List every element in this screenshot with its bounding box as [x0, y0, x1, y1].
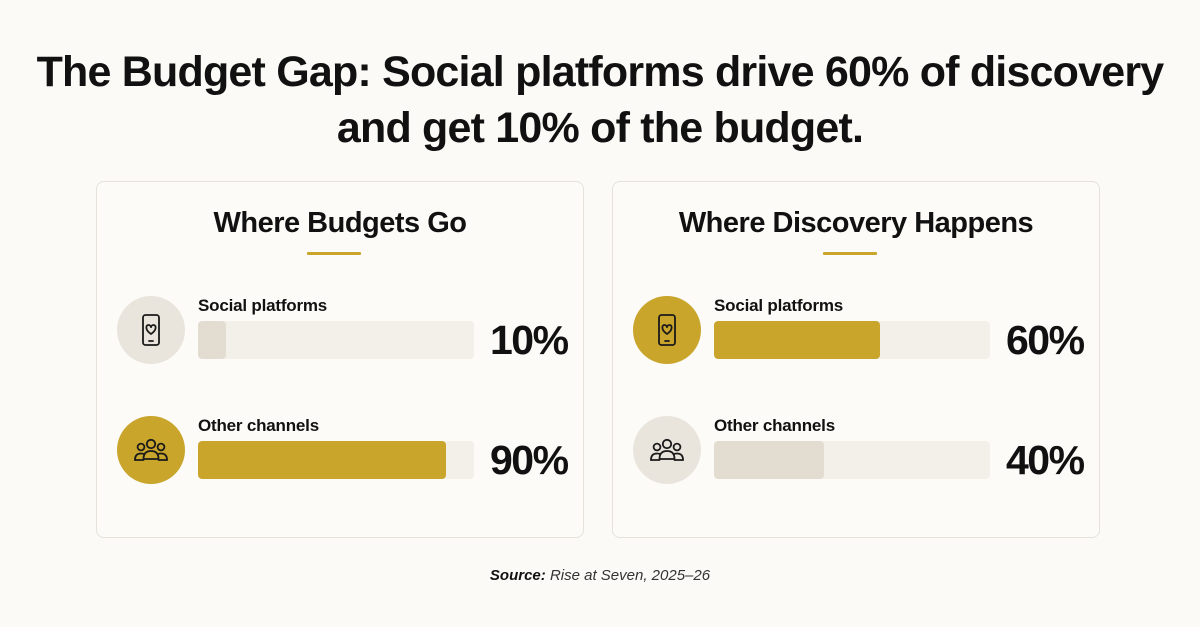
budgets-row-other: Other channels 90% — [97, 416, 583, 496]
discovery-row-social: Social platforms 60% — [613, 296, 1099, 376]
headline-line-1: The Budget Gap: Social platforms drive 6… — [36, 48, 1165, 96]
discovery-bar-social — [714, 321, 880, 359]
budgets-panel-title: Where Budgets Go — [213, 207, 467, 239]
budgets-value-other: 90% — [490, 437, 569, 483]
budgets-panel: Where Budgets Go Social platforms 10% — [96, 181, 584, 538]
discovery-bar-track-other — [714, 441, 990, 479]
budgets-bar-other — [198, 441, 447, 479]
discovery-label-other: Other channels — [714, 416, 835, 435]
budgets-value-social: 10% — [490, 317, 569, 363]
source-note: Source: Rise at Seven, 2025–26 — [0, 567, 1200, 584]
headline: The Budget Gap: Social platforms drive 6… — [0, 44, 1200, 156]
discovery-panel-title: Where Discovery Happens — [678, 207, 1034, 239]
discovery-value-other: 40% — [1006, 437, 1085, 483]
smartphone-heart-icon — [633, 296, 701, 364]
people-group-icon — [117, 416, 185, 484]
budgets-bar-social — [198, 321, 226, 359]
budgets-bar-track-social — [198, 321, 474, 359]
smartphone-heart-icon — [117, 296, 185, 364]
budgets-title-underline — [307, 252, 361, 255]
discovery-value-social: 60% — [1006, 317, 1085, 363]
budgets-bar-track-other — [198, 441, 474, 479]
discovery-title-underline — [823, 252, 877, 255]
people-group-icon — [633, 416, 701, 484]
discovery-bar-track-social — [714, 321, 990, 359]
headline-line-2: and get 10% of the budget. — [336, 104, 864, 152]
source-text: Rise at Seven, 2025–26 — [549, 567, 711, 584]
source-label: Source: — [489, 567, 546, 584]
discovery-label-social: Social platforms — [714, 296, 844, 315]
discovery-panel: Where Discovery Happens Social platforms… — [612, 181, 1100, 538]
budgets-label-social: Social platforms — [198, 296, 328, 315]
budgets-label-other: Other channels — [198, 416, 319, 435]
discovery-row-other: Other channels 40% — [613, 416, 1099, 496]
discovery-bar-other — [714, 441, 825, 479]
budgets-row-social: Social platforms 10% — [97, 296, 583, 376]
